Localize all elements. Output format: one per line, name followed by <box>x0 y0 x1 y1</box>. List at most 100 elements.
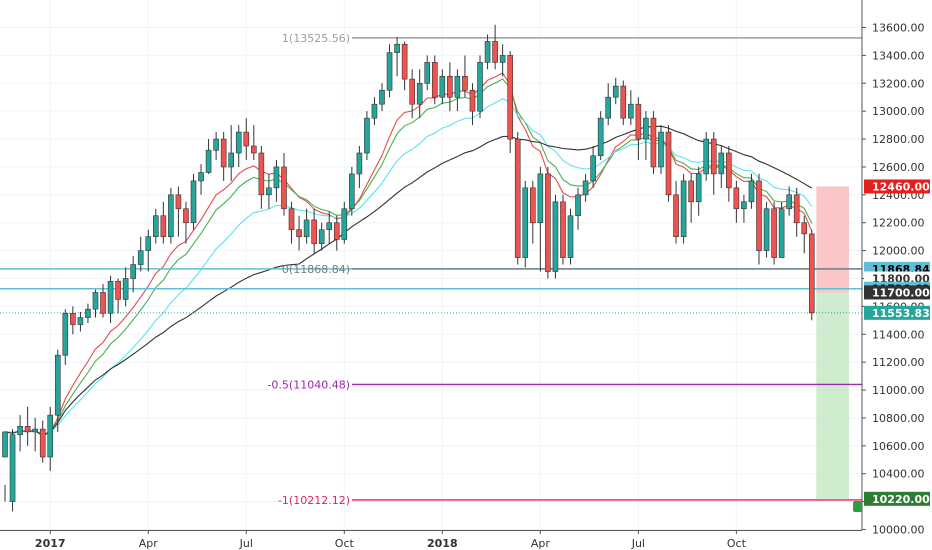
x-tick-label: Apr <box>139 537 159 550</box>
price-label-text: 10220.00 <box>872 493 930 506</box>
candle-down <box>401 43 408 80</box>
y-tick-label: 13200.00 <box>872 77 925 90</box>
price-label-box <box>864 179 930 194</box>
y-tick-label: 10000.00 <box>872 524 925 537</box>
price-label-text: 12460.00 <box>872 180 930 193</box>
candle-up <box>575 194 581 217</box>
candle-up <box>235 131 242 154</box>
price-label-box <box>864 305 930 320</box>
candle-down <box>560 201 566 258</box>
candle-up <box>386 52 393 91</box>
candle-down <box>409 78 415 105</box>
candle-up <box>605 96 612 119</box>
candle-up <box>364 117 370 154</box>
candle-down <box>469 89 476 112</box>
candle-down <box>431 62 438 98</box>
ma-cyan-line <box>4 98 813 435</box>
candle-down <box>333 222 340 240</box>
ma-red-line <box>4 72 813 437</box>
y-tick-label: 11400.00 <box>872 328 925 341</box>
candle-down <box>115 280 121 300</box>
price-label-box <box>864 285 930 300</box>
y-tick-label: 13600.00 <box>872 22 925 35</box>
x-tick-label: Oct <box>727 537 747 550</box>
y-tick-label: 12200.00 <box>872 217 925 230</box>
candle-down <box>220 138 227 168</box>
candle-up <box>778 208 785 258</box>
candle-up <box>47 414 54 458</box>
fib-level-label: 1(13525.56) <box>282 32 350 45</box>
y-tick-label: 10800.00 <box>872 412 925 425</box>
candle-down <box>635 103 642 140</box>
candle-up <box>741 201 747 210</box>
candle-down <box>650 117 657 168</box>
candle-up <box>484 41 491 63</box>
x-tick-label: Jul <box>239 537 253 550</box>
candle-down <box>70 313 76 325</box>
candle-up <box>137 250 144 265</box>
candle-up <box>54 354 61 416</box>
candle-down <box>733 187 740 210</box>
price-label-text: 11553.83 <box>872 307 930 320</box>
fib-level-label: -1(10212.12) <box>278 494 350 507</box>
candle-up <box>477 62 483 112</box>
candle-down <box>801 222 808 235</box>
candle-up <box>695 173 702 203</box>
candle-down <box>688 180 694 203</box>
candle-down <box>665 131 672 196</box>
y-tick-label: 12600.00 <box>872 161 925 174</box>
moving-averages <box>4 72 813 437</box>
candle-down <box>673 194 679 237</box>
candle-up <box>424 62 431 84</box>
y-tick-label: 11000.00 <box>872 384 925 397</box>
candle-down <box>771 208 777 258</box>
candle-down <box>160 215 167 237</box>
x-tick-label: Oct <box>335 537 355 550</box>
candle-up <box>567 215 574 258</box>
y-tick-label: 11200.00 <box>872 356 925 369</box>
take-profit-zone <box>816 292 849 499</box>
target-marker <box>853 501 862 512</box>
x-tick-label: Apr <box>531 537 551 550</box>
ma-green-line <box>4 78 813 436</box>
candle-up <box>628 103 634 119</box>
candle-up <box>273 166 280 189</box>
candle-up <box>62 313 69 356</box>
candle-down <box>447 76 453 98</box>
candle-down <box>296 229 302 237</box>
candle-down <box>24 426 31 433</box>
candle-up <box>190 180 197 224</box>
candle-up <box>763 208 770 251</box>
candle-up <box>356 152 363 175</box>
candle-down <box>462 76 468 91</box>
candle-up <box>77 317 84 325</box>
candle-up <box>318 229 325 244</box>
y-tick-label: 10400.00 <box>872 468 925 481</box>
candle-up <box>168 194 174 237</box>
candle-up <box>416 82 423 105</box>
candle-up <box>658 131 664 168</box>
fibonacci-levels: 1(13525.56) 0(11868.84) -0.5(11040.48) -1(1… <box>267 32 862 507</box>
candle-down <box>183 208 189 224</box>
price-label-text: 11700.00 <box>872 286 930 299</box>
candle-up <box>643 117 649 140</box>
candle-up <box>748 180 755 203</box>
candle-down <box>288 208 295 230</box>
candle-down <box>756 180 762 251</box>
candle-up <box>107 280 114 314</box>
candle-down <box>281 166 287 210</box>
candle-up <box>17 426 23 435</box>
candle-up <box>499 55 506 63</box>
candle-up <box>680 180 687 237</box>
candle-up <box>718 152 725 175</box>
y-tick-label: 10600.00 <box>872 440 925 453</box>
candle-up <box>122 278 129 300</box>
price-label-box <box>864 491 930 506</box>
candle-up <box>228 152 234 168</box>
fib-level-label: 0(11868.84) <box>282 263 350 276</box>
candle-up <box>439 76 446 98</box>
candle-up <box>703 138 710 175</box>
candle-up <box>205 149 212 173</box>
y-tick-label: 12000.00 <box>872 245 925 258</box>
